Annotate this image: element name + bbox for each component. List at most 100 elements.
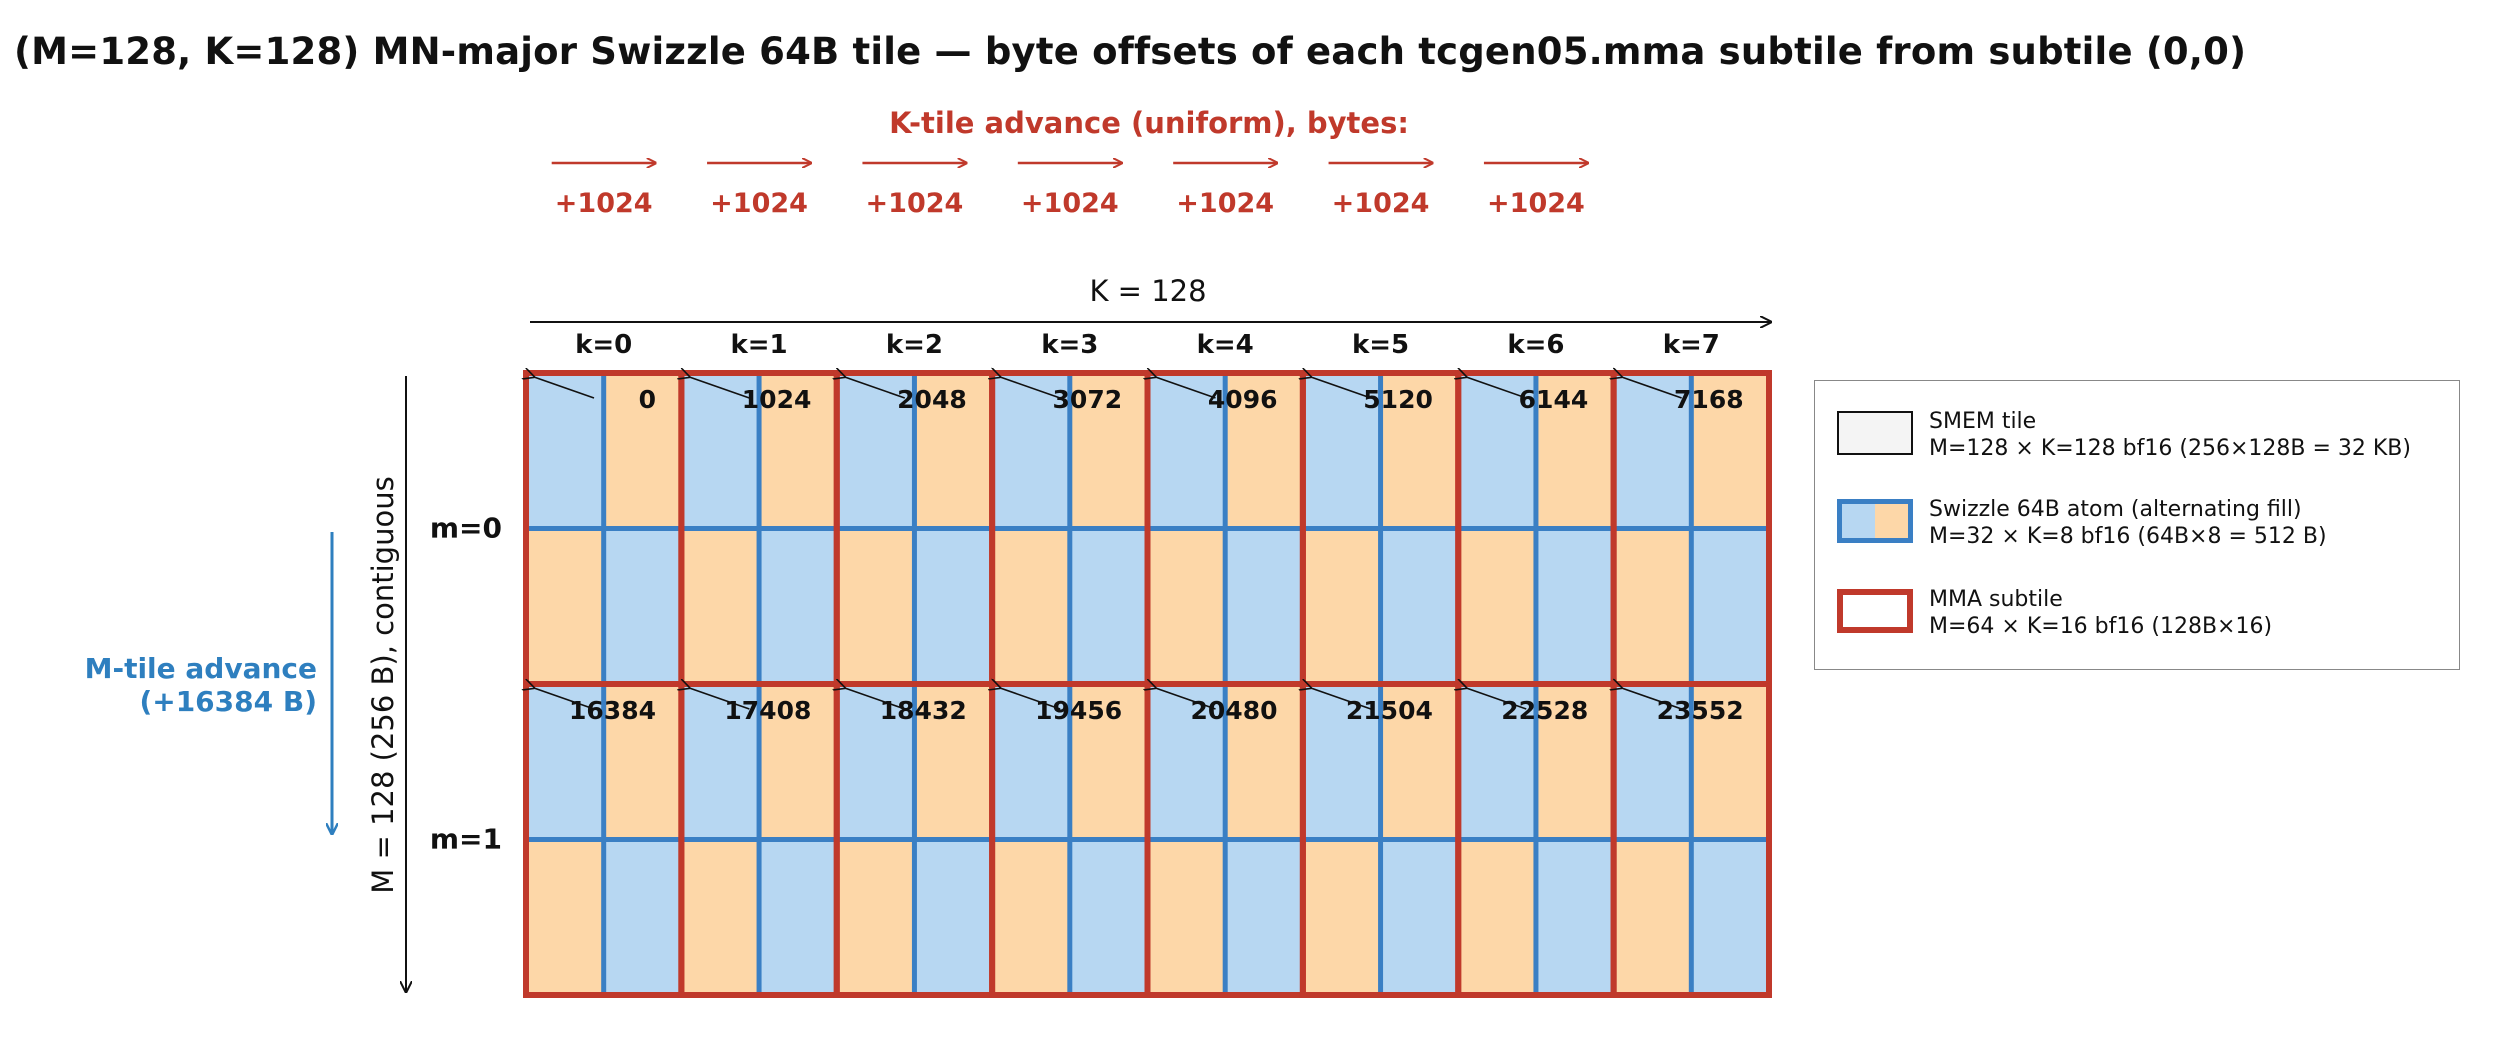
- swizzle-cell: [1458, 373, 1536, 529]
- swizzle-cell: [1225, 528, 1303, 684]
- swizzle-cell: [1225, 839, 1303, 995]
- swizzle-cell: [836, 684, 915, 840]
- offset-label: 19456: [1035, 696, 1122, 725]
- smem-tile-swatch: [1837, 411, 1913, 455]
- swizzle-cell: [992, 684, 1070, 840]
- swizzle-cell: [1613, 839, 1692, 995]
- swizzle-cell: [681, 528, 760, 684]
- swizzle-cell: [1302, 839, 1381, 995]
- swizzle-cell: [526, 373, 604, 529]
- swizzle-cell: [1302, 684, 1381, 840]
- offset-pointer: [1000, 377, 1061, 399]
- swizzle-cell: [603, 684, 682, 840]
- offset-label: 17408: [724, 696, 811, 725]
- offset-pointer: [689, 688, 750, 710]
- swizzle-cell: [603, 373, 682, 529]
- column-header: k=7: [1663, 330, 1720, 360]
- swizzle-cell: [681, 373, 760, 529]
- offset-pointer: [1622, 377, 1682, 399]
- swizzle-cell: [992, 839, 1070, 995]
- offset-pointer: [1000, 688, 1061, 710]
- swizzle-cell: [759, 839, 837, 995]
- swizzle-atom-swatch: [1837, 499, 1913, 543]
- swizzle-cell: [1147, 684, 1226, 840]
- k-advance-label: +1024: [1487, 188, 1585, 219]
- offset-pointer: [1466, 377, 1527, 399]
- mma-subtile-swatch: [1837, 589, 1913, 633]
- swizzle-cell: [836, 373, 915, 529]
- legend-label: SMEM tile: [1929, 409, 2037, 434]
- offset-label: 2048: [897, 385, 967, 414]
- swizzle-cell: [836, 839, 915, 995]
- offset-label: 18432: [880, 696, 967, 725]
- column-header: k=1: [730, 330, 787, 360]
- offset-pointer: [689, 377, 750, 399]
- swizzle-cell: [603, 528, 682, 684]
- swizzle-cell: [1535, 839, 1614, 995]
- swizzle-cell: [603, 839, 682, 995]
- offset-pointer: [1466, 688, 1527, 710]
- offset-label: 6144: [1519, 385, 1589, 414]
- figure-title: (M=128, K=128) MN-major Swizzle 64B tile…: [14, 30, 2247, 73]
- column-header: k=0: [575, 330, 632, 360]
- swizzle-cell: [759, 373, 837, 529]
- swizzle-cell: [1613, 373, 1692, 529]
- offset-pointer: [845, 688, 906, 710]
- swizzle-cell: [1458, 839, 1536, 995]
- legend: SMEM tile M=128 × K=128 bf16 (256×128B =…: [1814, 380, 2460, 670]
- swizzle-cell: [1535, 684, 1614, 840]
- swizzle-cell: [1458, 528, 1536, 684]
- k-advance-label: +1024: [1176, 188, 1274, 219]
- swizzle-cell: [1380, 528, 1459, 684]
- offset-pointer: [845, 377, 906, 399]
- k-advance-label: +1024: [710, 188, 808, 219]
- swizzle-cell: [526, 528, 604, 684]
- row-header: m=0: [430, 512, 502, 545]
- swizzle-cell: [1147, 373, 1226, 529]
- offset-pointer: [1311, 377, 1372, 399]
- offset-pointer: [1311, 688, 1372, 710]
- offset-label: 5120: [1363, 385, 1433, 414]
- swizzle-cell: [914, 528, 993, 684]
- mma-subtile: [1610, 681, 1772, 998]
- offset-label: 7168: [1674, 385, 1744, 414]
- offset-label: 1024: [742, 385, 812, 414]
- k-advance-label: +1024: [555, 188, 653, 219]
- k-advance-label: +1024: [866, 188, 964, 219]
- m-axis-label: M = 128 (256 B), contiguous: [366, 476, 400, 893]
- offset-pointer: [534, 688, 595, 710]
- swizzle-cell: [759, 684, 837, 840]
- swizzle-cell: [1458, 684, 1536, 840]
- swizzle-cell: [1069, 839, 1148, 995]
- offset-label: 0: [639, 385, 656, 414]
- swizzle-cell: [914, 839, 993, 995]
- swizzle-cell: [992, 373, 1070, 529]
- offset-label: 4096: [1208, 385, 1278, 414]
- swizzle-cell: [1225, 373, 1303, 529]
- legend-label: M=32 × K=8 bf16 (64B×8 = 512 B): [1929, 524, 2327, 549]
- offset-label: 22528: [1501, 696, 1588, 725]
- swizzle-cell: [1302, 528, 1381, 684]
- offset-label: 21504: [1346, 696, 1433, 725]
- k-advance-label: +1024: [1332, 188, 1430, 219]
- offset-pointer: [534, 377, 595, 399]
- row-header: m=1: [430, 823, 502, 856]
- swizzle-cell: [681, 839, 760, 995]
- offset-label: 16384: [569, 696, 656, 725]
- swizzle-cell: [1147, 528, 1226, 684]
- offset-pointer: [1156, 688, 1216, 710]
- swizzle-cell: [992, 528, 1070, 684]
- swizzle-cell: [759, 528, 837, 684]
- swizzle-cell: [1069, 528, 1148, 684]
- k-advance-label: +1024: [1021, 188, 1119, 219]
- swizzle-cell: [1069, 684, 1148, 840]
- swizzle-cell: [1302, 373, 1381, 529]
- column-header: k=2: [886, 330, 943, 360]
- swizzle-cell: [914, 373, 993, 529]
- swizzle-cell: [1380, 373, 1459, 529]
- swizzle-cell: [1535, 528, 1614, 684]
- m-advance-label: (+16384 B): [139, 685, 317, 718]
- swizzle-cell: [1691, 373, 1769, 529]
- swizzle-cell: [1691, 528, 1769, 684]
